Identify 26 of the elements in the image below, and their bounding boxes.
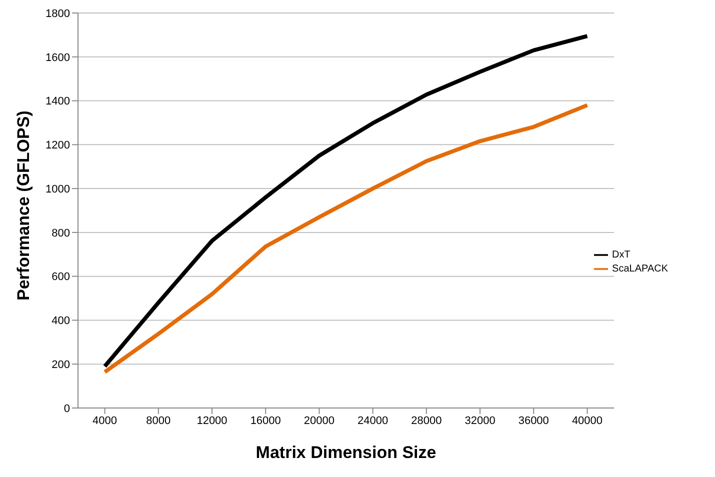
x-tick-label: 4000 — [92, 414, 118, 427]
y-tick-label: 1200 — [46, 140, 70, 152]
line-series — [102, 103, 590, 374]
x-tick-label: 20000 — [304, 414, 335, 427]
x-tick-label: 36000 — [518, 414, 549, 427]
x-tick-label: 32000 — [464, 414, 496, 427]
x-axis-title: Matrix Dimension Size — [256, 443, 436, 462]
x-tick-label: 8000 — [146, 414, 171, 427]
y-tick-label: 200 — [52, 359, 70, 372]
x-tick-label: 40000 — [572, 414, 603, 427]
y-tick-label: 1800 — [46, 8, 70, 20]
y-axis-title: Performance (GFLOPS) — [14, 110, 34, 300]
y-tick-label: 1600 — [46, 52, 70, 64]
x-tick-label: 24000 — [358, 414, 388, 427]
y-tick-label: 1000 — [46, 183, 70, 196]
x-tick-label: 28000 — [411, 414, 442, 427]
y-tick-label: 0 — [64, 402, 70, 415]
y-tick-label: 400 — [52, 315, 70, 328]
y-tick-label: 800 — [52, 227, 70, 240]
y-tick-label: 600 — [52, 271, 70, 284]
line-series — [102, 34, 590, 368]
y-tick-label: 1400 — [46, 96, 70, 108]
x-tick-label: 16000 — [250, 414, 281, 427]
legend-label: DxT — [612, 250, 630, 261]
x-tick-label: 12000 — [196, 414, 228, 427]
legend-label: ScaLAPACK — [612, 264, 668, 275]
